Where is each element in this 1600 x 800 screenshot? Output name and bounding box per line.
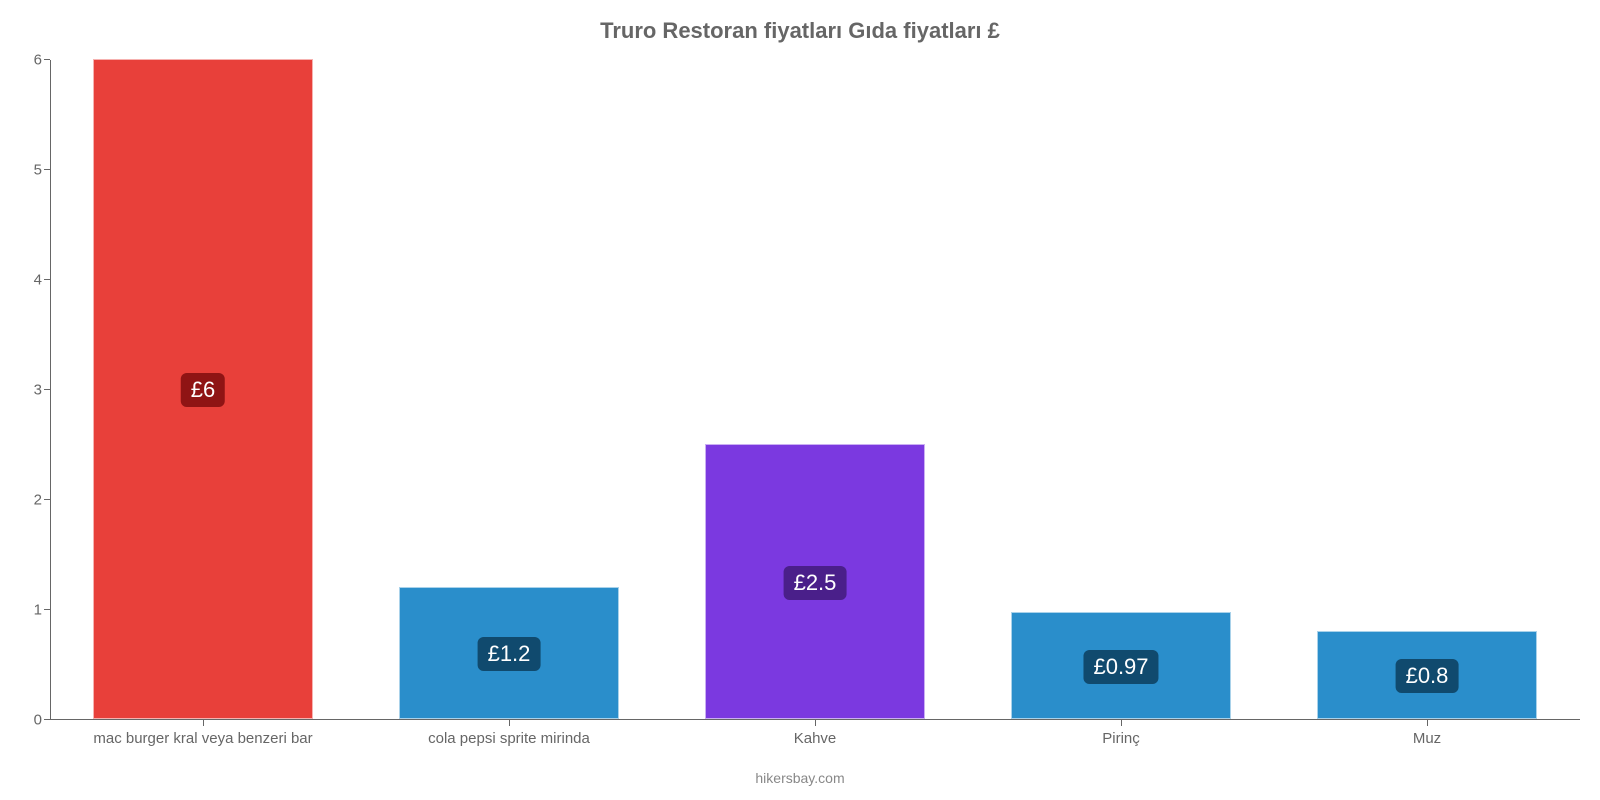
price-bar-chart: Truro Restoran fiyatları Gıda fiyatları …: [0, 0, 1600, 800]
value-badge: £1.2: [478, 637, 541, 671]
y-tick-mark: [44, 719, 50, 720]
y-tick-mark: [44, 389, 50, 390]
chart-footer: hikersbay.com: [0, 770, 1600, 786]
y-tick-mark: [44, 169, 50, 170]
value-badge: £0.97: [1083, 650, 1158, 684]
x-tick-label: Muz: [1413, 720, 1441, 747]
value-badge: £2.5: [784, 566, 847, 600]
y-tick-label: 4: [20, 272, 50, 289]
x-tick-label: Kahve: [794, 720, 837, 747]
y-tick-label: 6: [20, 52, 50, 69]
y-tick-label: 0: [20, 712, 50, 729]
y-tick-label: 3: [20, 382, 50, 399]
x-tick-label: Pirinç: [1102, 720, 1140, 747]
y-tick-mark: [44, 59, 50, 60]
y-axis: [50, 60, 51, 720]
y-tick-mark: [44, 609, 50, 610]
chart-title: Truro Restoran fiyatları Gıda fiyatları …: [0, 18, 1600, 44]
x-tick-label: cola pepsi sprite mirinda: [428, 720, 590, 747]
x-tick-label: mac burger kral veya benzeri bar: [93, 720, 312, 747]
value-badge: £6: [181, 373, 225, 407]
y-tick-mark: [44, 279, 50, 280]
y-tick-mark: [44, 499, 50, 500]
y-tick-label: 5: [20, 162, 50, 179]
value-badge: £0.8: [1396, 659, 1459, 693]
y-tick-label: 1: [20, 602, 50, 619]
y-tick-label: 2: [20, 492, 50, 509]
plot-area: 0123456mac burger kral veya benzeri bar£…: [50, 60, 1580, 720]
